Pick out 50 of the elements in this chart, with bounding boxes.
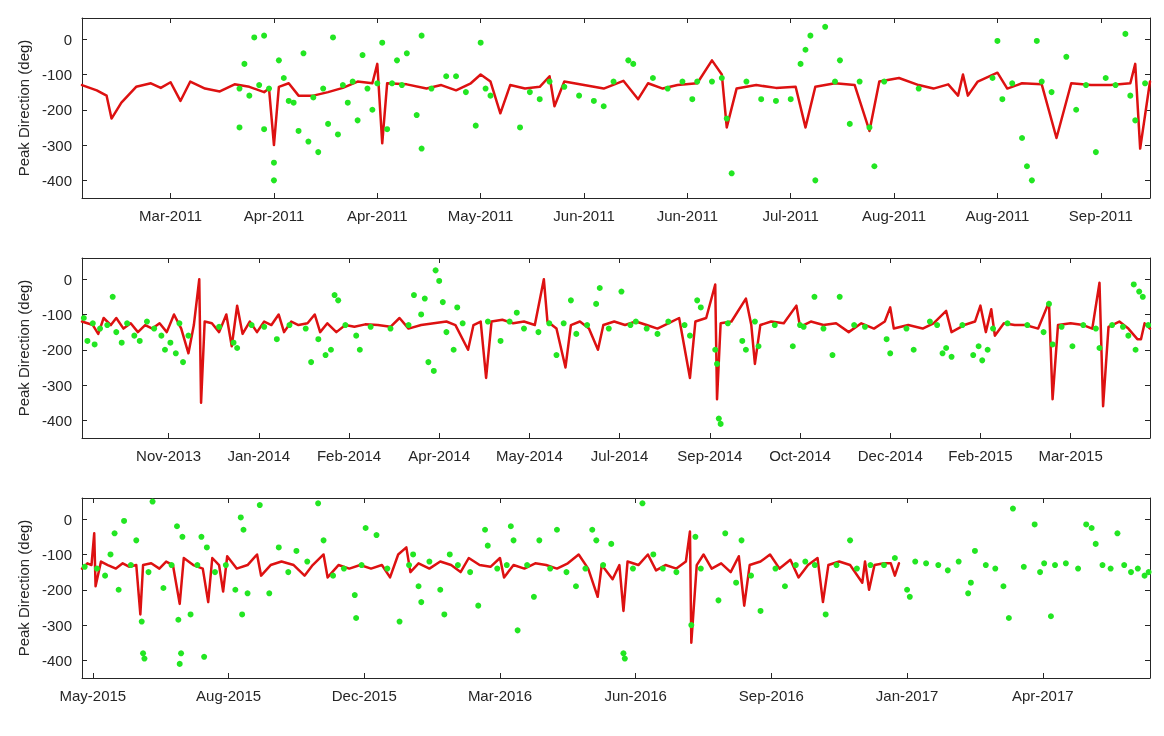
y-axis-title: Peak Direction (deg) xyxy=(15,39,33,177)
x-tick-label: Apr-2011 xyxy=(243,207,305,224)
x-tick-label: Jan-2014 xyxy=(227,447,291,464)
y-tick-label: -400 xyxy=(41,651,72,669)
x-tick-label: Mar-2016 xyxy=(467,687,533,704)
x-tick-label: Sep-2014 xyxy=(677,447,743,464)
y-tick-label: -100 xyxy=(41,65,72,83)
x-tick-label: Jul-2011 xyxy=(762,207,819,224)
y-axis-title: Peak Direction (deg) xyxy=(15,279,33,417)
line-series xyxy=(80,530,901,644)
x-tick-label: Mar-2015 xyxy=(1038,447,1103,464)
y-tick-label: -400 xyxy=(41,171,72,189)
x-tick-label: Dec-2014 xyxy=(857,447,923,464)
x-tick-label: Feb-2014 xyxy=(316,447,382,464)
x-tick-label: Jan-2017 xyxy=(875,687,939,704)
x-tick-label: Mar-2011 xyxy=(139,207,203,224)
y-tick-label: -200 xyxy=(41,341,72,359)
x-tick-label: May-2011 xyxy=(447,207,514,224)
x-tick-label: Jul-2014 xyxy=(590,447,649,464)
y-axis-title: Peak Direction (deg) xyxy=(15,519,33,657)
x-tick-label: Jun-2011 xyxy=(553,207,615,224)
x-tick-label: Dec-2015 xyxy=(331,687,397,704)
x-tick-label: Oct-2014 xyxy=(769,447,831,464)
x-tick-label: May-2015 xyxy=(59,687,127,704)
x-tick-label: Aug-2011 xyxy=(862,207,927,224)
x-tick-label: Aug-2015 xyxy=(196,687,262,704)
y-tick-label: -300 xyxy=(41,136,72,154)
x-tick-label: Sep-2016 xyxy=(738,687,804,704)
x-tick-label: Apr-2017 xyxy=(1011,687,1074,704)
y-tick-label: -300 xyxy=(41,616,72,634)
y-tick-label: 0 xyxy=(63,30,72,48)
y-tick-label: -400 xyxy=(41,411,72,429)
x-tick-label: Apr-2011 xyxy=(347,207,408,224)
line-series xyxy=(80,277,1152,408)
y-tick-label: -200 xyxy=(41,101,72,119)
x-tick-label: Apr-2014 xyxy=(408,447,471,464)
x-tick-label: May-2014 xyxy=(496,447,563,464)
x-tick-label: Nov-2013 xyxy=(136,447,202,464)
y-tick-label: -100 xyxy=(41,305,72,323)
y-tick-label: -100 xyxy=(41,545,72,563)
x-tick-label: Jun-2011 xyxy=(656,207,719,224)
x-tick-label: Jun-2016 xyxy=(604,687,667,704)
y-tick-label: -300 xyxy=(41,376,72,394)
x-tick-label: Sep-2011 xyxy=(1068,207,1133,224)
y-tick-label: -200 xyxy=(41,581,72,599)
y-tick-label: 0 xyxy=(63,510,72,528)
line-series xyxy=(80,59,1152,150)
x-tick-label: Feb-2015 xyxy=(948,447,1013,464)
x-tick-label: Aug-2011 xyxy=(965,207,1030,224)
y-tick-label: 0 xyxy=(63,270,72,288)
